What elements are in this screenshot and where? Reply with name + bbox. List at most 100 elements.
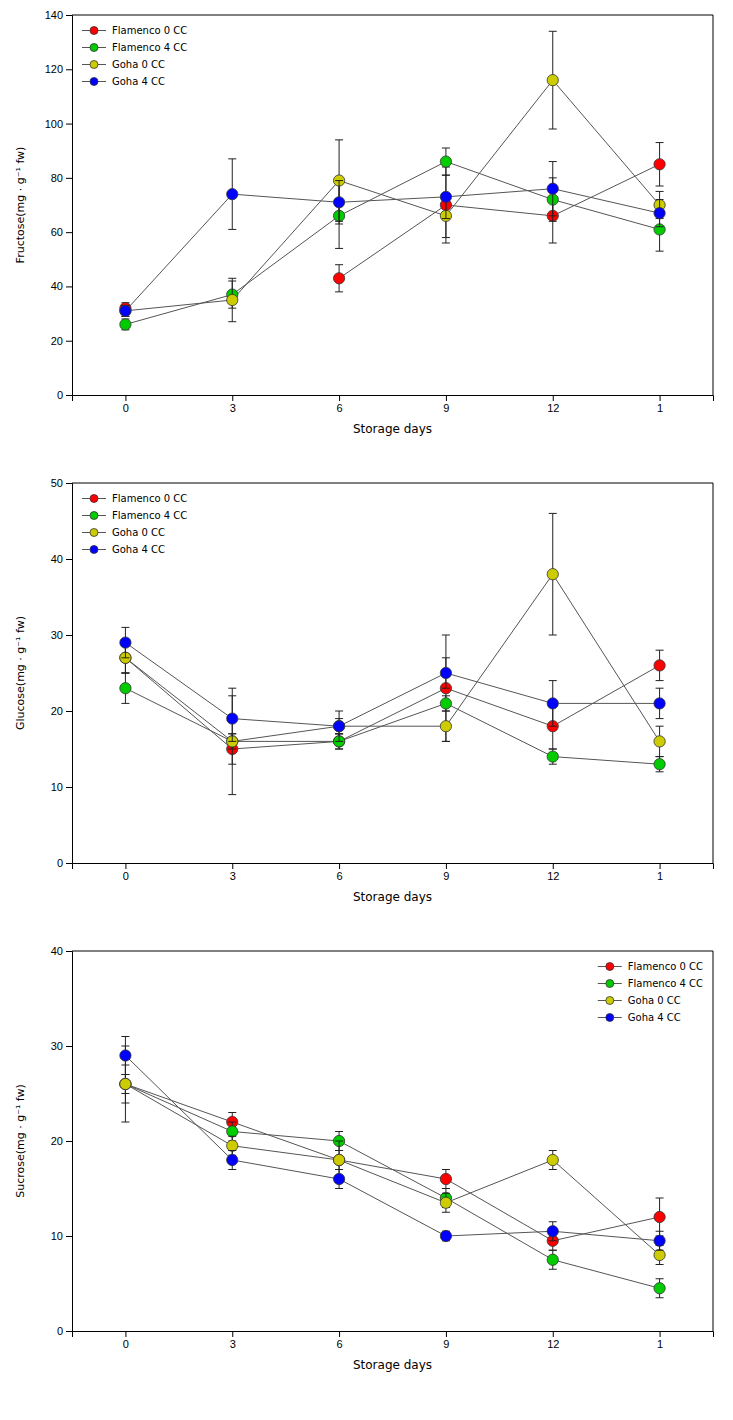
x-axis-title: Storage days — [353, 1358, 432, 1372]
tick-mark — [66, 1331, 72, 1332]
tick-mark — [66, 787, 72, 788]
point — [333, 721, 344, 732]
tick-label: 1 — [657, 870, 663, 882]
tick-label: 6 — [337, 870, 343, 882]
point — [227, 188, 238, 199]
axis-line — [66, 952, 73, 1332]
tick-label: 10 — [51, 781, 63, 793]
tick-label: 50 — [51, 477, 63, 489]
legend-label: Flamenco 0 CC — [112, 493, 187, 504]
point — [120, 683, 131, 694]
point — [547, 569, 558, 580]
point — [654, 1235, 665, 1246]
axis-line — [66, 16, 73, 396]
series-line — [125, 1084, 659, 1288]
tick-mark — [446, 1331, 447, 1337]
x-tick: 3 — [230, 1331, 236, 1350]
point — [654, 660, 665, 671]
tick-label: 100 — [45, 118, 63, 130]
legend-label: Goha 4 CC — [112, 76, 165, 87]
legend-label: Flamenco 4 CC — [112, 42, 187, 53]
y-tick: 40 — [51, 280, 72, 292]
tick-mark — [446, 863, 447, 869]
tick-mark — [660, 395, 661, 401]
point — [120, 1078, 131, 1089]
point — [120, 305, 131, 316]
tick-mark — [66, 559, 72, 560]
y-tick: 140 — [45, 9, 72, 21]
series — [120, 31, 665, 321]
tick-mark — [66, 483, 72, 484]
axis-line — [66, 484, 73, 864]
y-axis: 01020304050 — [51, 477, 73, 869]
point — [227, 1126, 238, 1137]
x-tick: 1 — [657, 1331, 663, 1350]
tick-label: 40 — [51, 945, 63, 957]
series-line — [125, 574, 659, 741]
plot-area — [120, 31, 665, 330]
tick-label: 9 — [443, 402, 449, 414]
point — [333, 721, 344, 732]
y-tick: 0 — [57, 1325, 72, 1337]
y-tick: 100 — [45, 118, 72, 130]
tick-label: 40 — [51, 553, 63, 565]
legend: Flamenco 0 CCFlamenco 4 CCGoha 0 CCGoha … — [82, 25, 187, 87]
tick-label: 0 — [123, 402, 129, 414]
tick-mark — [66, 1141, 72, 1142]
point — [654, 1249, 665, 1260]
point — [440, 667, 451, 678]
legend-label: Goha 0 CC — [112, 59, 165, 70]
series-line — [125, 162, 659, 325]
legend-label: Goha 0 CC — [112, 527, 165, 538]
x-tick: 3 — [230, 863, 236, 882]
legend-swatch — [606, 980, 614, 988]
tick-label: 3 — [230, 870, 236, 882]
legend-item: Goha 0 CC — [82, 527, 165, 538]
tick-mark — [66, 1236, 72, 1237]
tick-label: 20 — [51, 335, 63, 347]
point — [333, 1154, 344, 1165]
y-tick: 30 — [51, 1040, 72, 1052]
point — [654, 698, 665, 709]
legend-swatch — [606, 1014, 614, 1022]
y-axis-title: Glucose(mg · g⁻¹ fw) — [14, 616, 27, 730]
y-tick: 40 — [51, 553, 72, 565]
tick-label: 1 — [657, 402, 663, 414]
legend: Flamenco 0 CCFlamenco 4 CCGoha 0 CCGoha … — [82, 493, 187, 555]
tick-mark — [553, 863, 554, 869]
legend-item: Flamenco 4 CC — [82, 510, 187, 521]
legend-label: Flamenco 0 CC — [628, 961, 703, 972]
tick-mark — [553, 395, 554, 401]
series — [120, 148, 665, 330]
frame — [72, 951, 713, 952]
tick-mark — [66, 1046, 72, 1047]
tick-mark — [66, 69, 72, 70]
legend-item: Goha 0 CC — [598, 995, 681, 1006]
point — [440, 156, 451, 167]
series — [120, 1037, 665, 1251]
legend-swatch — [606, 997, 614, 1005]
panel: 0204060801001201400369121Storage daysFru… — [14, 9, 714, 436]
x-tick: 9 — [443, 1331, 449, 1350]
axis-line — [73, 1332, 714, 1338]
legend-item: Flamenco 0 CC — [598, 961, 703, 972]
x-tick: 1 — [657, 863, 663, 882]
tick-label: 30 — [51, 629, 63, 641]
legend-swatch — [90, 546, 98, 554]
tick-mark — [660, 1331, 661, 1337]
tick-label: 30 — [51, 1040, 63, 1052]
series-line — [125, 643, 659, 727]
x-tick: 6 — [337, 863, 343, 882]
series-line — [125, 1084, 659, 1241]
legend-label: Goha 0 CC — [628, 995, 681, 1006]
x-tick: 12 — [547, 395, 559, 414]
tick-mark — [446, 395, 447, 401]
tick-mark — [66, 395, 72, 396]
series-line — [125, 1056, 659, 1241]
tick-label: 0 — [123, 870, 129, 882]
tick-label: 20 — [51, 705, 63, 717]
y-axis: 020406080100120140 — [45, 9, 73, 401]
y-tick: 50 — [51, 477, 72, 489]
tick-mark — [66, 15, 72, 16]
x-tick: 6 — [337, 395, 343, 414]
